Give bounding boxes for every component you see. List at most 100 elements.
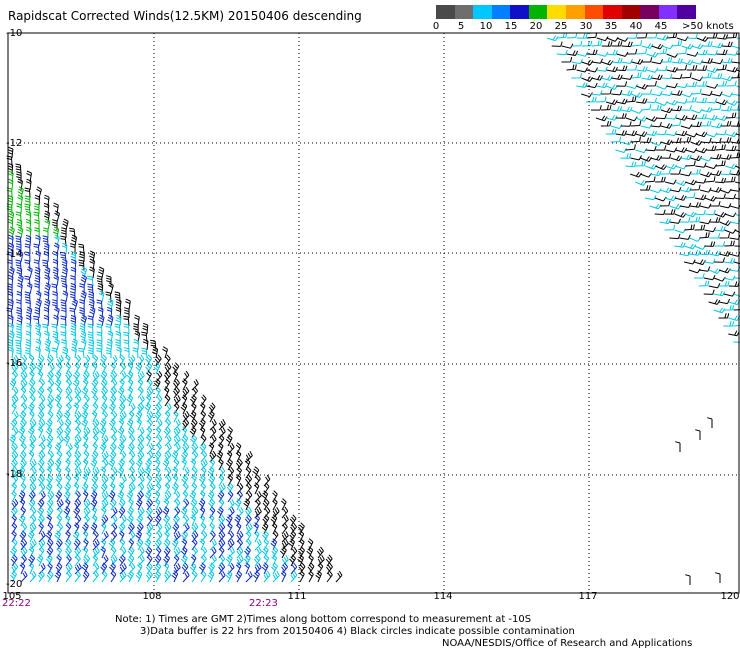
wind-barb xyxy=(91,506,98,519)
wind-barb xyxy=(556,49,568,56)
wind-barb xyxy=(703,274,716,281)
wind-barb xyxy=(218,562,226,575)
wind-barb xyxy=(679,217,691,223)
wind-barb xyxy=(235,474,242,487)
wind-barb xyxy=(225,570,233,583)
wind-barb xyxy=(664,195,677,202)
wind-barb xyxy=(28,354,35,367)
wind-barb xyxy=(679,202,692,208)
wind-barb xyxy=(218,466,226,479)
wind-barb xyxy=(11,394,19,407)
wind-barb xyxy=(611,90,623,96)
wind-barb xyxy=(299,570,305,583)
wind-barb xyxy=(109,474,116,487)
wind-barb xyxy=(708,299,721,305)
wind-barb xyxy=(650,104,662,111)
wind-barb xyxy=(708,283,721,289)
wind-barb xyxy=(74,458,82,471)
wind-barb xyxy=(605,114,618,121)
legend-tick: 30 xyxy=(579,21,593,32)
legend-tick: 35 xyxy=(604,21,618,32)
wind-barb xyxy=(38,435,46,447)
wind-barb xyxy=(55,466,62,479)
wind-barb xyxy=(137,467,145,479)
wind-barb xyxy=(208,474,216,487)
wind-barb xyxy=(218,522,226,535)
wind-barb xyxy=(74,514,82,527)
wind-barb xyxy=(173,402,180,415)
wind-barb xyxy=(101,491,109,503)
wind-barb xyxy=(79,322,86,335)
wind-barb xyxy=(96,339,103,351)
wind-barb xyxy=(694,245,707,250)
wind-barb xyxy=(620,106,633,113)
wind-barb xyxy=(610,136,622,143)
wind-barb xyxy=(218,458,224,471)
wind-barb xyxy=(92,562,100,575)
wind-barb xyxy=(47,450,54,463)
wind-barb xyxy=(173,498,181,511)
wind-barbs xyxy=(6,32,740,585)
wind-barb xyxy=(164,394,171,407)
wind-barb xyxy=(227,530,235,543)
wind-barb xyxy=(640,137,652,143)
wind-barb xyxy=(155,402,162,415)
wind-barb xyxy=(82,370,90,383)
wind-barb xyxy=(217,490,225,503)
wind-barb xyxy=(605,129,617,135)
wind-barb xyxy=(670,120,682,127)
wind-barb xyxy=(173,531,181,543)
wind-barb xyxy=(698,266,711,272)
wind-barb xyxy=(665,147,678,153)
wind-barb xyxy=(96,275,103,287)
legend-swatch xyxy=(677,5,697,19)
wind-barb xyxy=(596,51,609,57)
wind-barb xyxy=(26,306,33,319)
wind-barb xyxy=(54,458,62,471)
wind-barb xyxy=(694,194,707,201)
wind-barb xyxy=(270,514,278,527)
wind-barb xyxy=(172,474,179,487)
wind-barb xyxy=(272,490,278,503)
wind-barb xyxy=(676,48,687,55)
wind-barb xyxy=(27,530,35,543)
wind-barb xyxy=(686,65,698,71)
wind-barb xyxy=(164,570,172,583)
wind-barb xyxy=(199,402,206,415)
wind-barb xyxy=(590,105,602,111)
wind-barb xyxy=(29,482,37,495)
wind-barb xyxy=(89,306,96,319)
wind-barb xyxy=(306,546,314,559)
wind-barb xyxy=(83,362,89,375)
wind-barb xyxy=(281,562,288,575)
wind-barb xyxy=(80,274,87,287)
wind-barb xyxy=(7,298,14,311)
wind-barb xyxy=(162,346,168,359)
wind-barb xyxy=(137,354,145,367)
wind-barb xyxy=(73,538,81,551)
wind-barb xyxy=(82,530,89,543)
wind-barb xyxy=(37,506,45,519)
wind-barb xyxy=(117,426,125,439)
wind-barb xyxy=(24,291,31,303)
wind-barb xyxy=(164,522,172,535)
wind-barb xyxy=(17,186,24,199)
wind-barb xyxy=(164,474,172,487)
wind-barb xyxy=(10,458,18,471)
wind-barb xyxy=(317,554,325,567)
wind-barb xyxy=(198,498,206,511)
wind-barb xyxy=(71,298,78,311)
wind-barb xyxy=(723,304,735,311)
wind-barb xyxy=(659,200,671,207)
wind-barb xyxy=(693,273,705,279)
wind-barb xyxy=(38,402,45,415)
wind-barb xyxy=(137,402,145,415)
wind-barb xyxy=(46,434,54,447)
wind-barb xyxy=(80,314,87,327)
wind-barb xyxy=(701,58,713,64)
wind-barb xyxy=(115,339,121,351)
wind-barb xyxy=(715,177,727,184)
wind-barb xyxy=(236,546,244,559)
wind-barb xyxy=(701,41,713,47)
wind-barb xyxy=(621,74,633,80)
